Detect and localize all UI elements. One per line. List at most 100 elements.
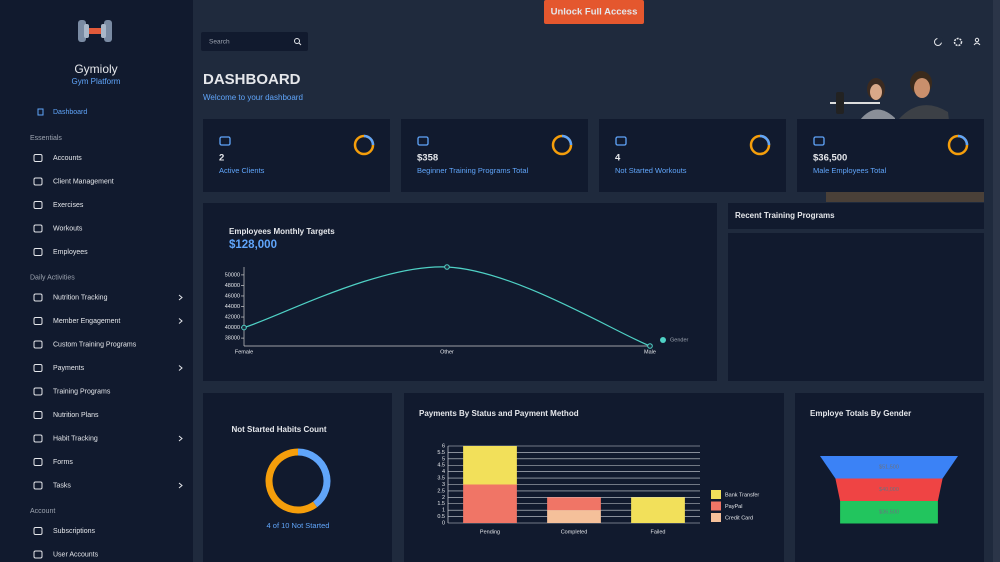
page-subtitle: Welcome to your dashboard [203,93,303,102]
nav-icon [33,527,43,535]
nav-active[interactable]: Dashboard [53,109,87,116]
nav-icon [33,411,43,419]
theme-icon[interactable] [934,37,944,46]
bar-segment [463,446,517,485]
nav-chevron [178,435,183,442]
chart-subtitle: $128,000 [229,239,277,251]
stat-card [401,119,588,192]
stat-value: 2 [219,153,224,164]
x-tick-label: Male [644,349,656,355]
nav-chevron [178,482,183,489]
nav-item[interactable]: Member Engagement [53,318,120,325]
nav-item[interactable]: Custom Training Programs [53,341,137,348]
stat-value: 4 [615,153,621,164]
settings-icon[interactable] [953,37,963,47]
nav-chevron [178,365,183,371]
y-tick-label: 4 [442,469,445,475]
nav-chevron [178,294,183,301]
legend-label: Bank Transfer [725,492,759,498]
nav-section: Daily Activities [30,274,75,281]
nav-section: Essentials [30,135,62,142]
nav-item[interactable]: Payments [53,365,85,372]
y-tick-label: 6 [442,443,445,449]
home-icon [37,108,44,116]
funnel-segment [820,456,958,479]
point [241,324,247,331]
nav-icon [33,434,43,443]
stat-value: $36,500 [813,153,847,164]
nav-item[interactable]: Accounts [53,155,82,162]
donut-segment [265,448,318,514]
y-tick-label: 5 [442,456,445,462]
stat-ring-accent [957,134,969,146]
card [203,203,717,381]
nav-icon [33,154,43,162]
nav-icon [33,248,43,256]
y-tick-label: 3.5 [437,476,445,482]
nav-item[interactable]: Nutrition Tracking [53,294,108,301]
nav-item[interactable]: Workouts [53,225,83,232]
nav-icon [33,481,43,490]
funnel-segment [835,478,943,501]
search-placeholder: Search [209,39,230,46]
bar-segment [547,510,601,523]
x-tick-label: Completed [561,529,588,535]
logo [78,20,112,42]
bar-segment [631,497,685,523]
search-box[interactable] [201,32,308,51]
stat-label: Beginner Training Programs Total [417,166,529,175]
tagline: Gym Platform [72,77,121,86]
nav-item[interactable]: Tasks [53,482,71,489]
y-tick-label: 46000 [225,293,240,299]
user-icon[interactable] [973,37,981,46]
y-tick-label: 1 [442,508,445,514]
brand: Gymioly [74,62,117,76]
bar-segment [547,497,601,511]
y-tick-label: 2 [442,495,445,501]
card [728,233,984,381]
nav-item[interactable]: Forms [53,459,73,466]
stat-icon [219,136,231,146]
nav-item[interactable]: Nutrition Plans [53,412,99,419]
x-tick-label: Pending [480,529,500,535]
stat-card [599,119,786,192]
y-tick-label: 0.5 [437,514,445,520]
bar-segment [463,484,517,523]
stat-value: $358 [417,153,438,164]
nav-icon [33,458,43,466]
nav-item[interactable]: Client Management [53,178,114,185]
legend-swatch [711,490,721,499]
point [444,264,450,270]
point [647,343,653,349]
nav-item[interactable]: Exercises [53,202,84,209]
nav-icon [33,387,43,396]
y-tick-label: 50000 [225,272,240,278]
stat-icon [615,136,627,146]
nav-icon [33,224,43,233]
nav-icon [33,550,43,559]
donut-segment [297,448,331,508]
stat-ring-accent [561,134,573,146]
x-tick-label: Other [440,349,454,355]
card-title: Employe Totals By Gender [810,409,911,418]
nav-item[interactable]: Employees [53,249,88,256]
stat-label: Male Employees Total [813,166,887,175]
funnel-label: $36,500 [879,510,899,516]
y-tick-label: 3 [442,482,445,488]
stat-icon [417,136,429,146]
scrollbar [993,0,1000,562]
nav-item[interactable]: User Accounts [53,551,99,558]
nav-icon [33,201,43,209]
card [203,393,392,562]
unlock-button[interactable] [544,0,644,24]
y-tick-label: 4.5 [437,463,445,469]
nav-item[interactable]: Subscriptions [53,528,96,535]
search-icon [294,38,302,46]
y-tick-label: 5.5 [437,450,445,456]
nav-item[interactable]: Training Programs [53,388,111,395]
y-tick-label: 40000 [225,325,240,331]
legend-label: Gender [670,337,689,343]
nav-section: Account [30,508,55,515]
x-tick-label: Female [235,349,253,355]
nav-item[interactable]: Habit Tracking [53,435,98,442]
